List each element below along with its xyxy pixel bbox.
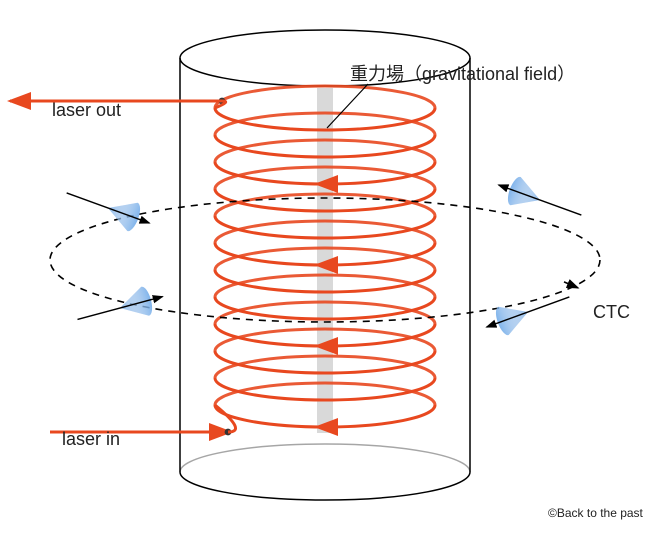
cylinder-bottom-back xyxy=(180,444,470,472)
field-leader xyxy=(327,84,368,128)
label-copyright: ©Back to the past xyxy=(548,506,643,520)
label-laser-out: laser out xyxy=(52,100,121,121)
cylinder-bottom-front xyxy=(180,472,470,500)
label-field: 重力場（gravitational field） xyxy=(350,60,575,86)
laser-in-join xyxy=(215,405,236,432)
label-ctc: CTC xyxy=(593,302,630,323)
label-laser-in: laser in xyxy=(62,429,120,450)
